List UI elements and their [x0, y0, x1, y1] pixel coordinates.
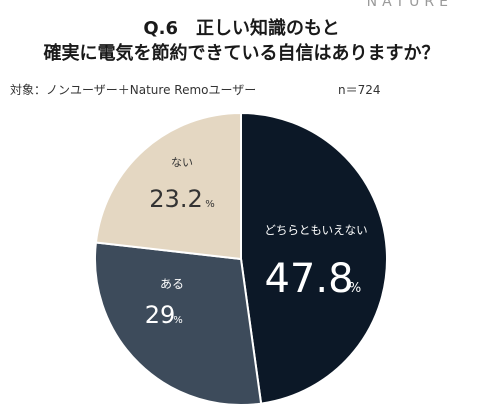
pie-slice-1	[240, 111, 388, 405]
slice-value-1: 47.8	[264, 256, 353, 302]
slice-value-3: 23.2	[149, 185, 202, 213]
slice-unit-3: %	[205, 199, 215, 210]
pie-slice-3	[94, 111, 242, 261]
chart-title-line2: 確実に電気を節約できている自信はありますか？	[43, 43, 440, 64]
slice-label-1: どちらともいえない	[264, 223, 367, 237]
pie-slice-2	[94, 241, 263, 406]
sample-size: n＝724	[338, 83, 381, 97]
slice-unit-2: %	[173, 315, 183, 326]
slice-unit-1: %	[349, 281, 361, 296]
slice-value-2: 29	[145, 301, 176, 329]
chart-title-line1: Q.6 正しい知識のもと	[143, 18, 340, 39]
brand-logo: NATURE	[366, 0, 453, 10]
slice-label-3: ない	[171, 156, 193, 169]
survey-subject: 対象：ノンユーザー＋Nature Remoユーザー	[10, 83, 257, 97]
slice-label-2: ある	[160, 277, 184, 291]
